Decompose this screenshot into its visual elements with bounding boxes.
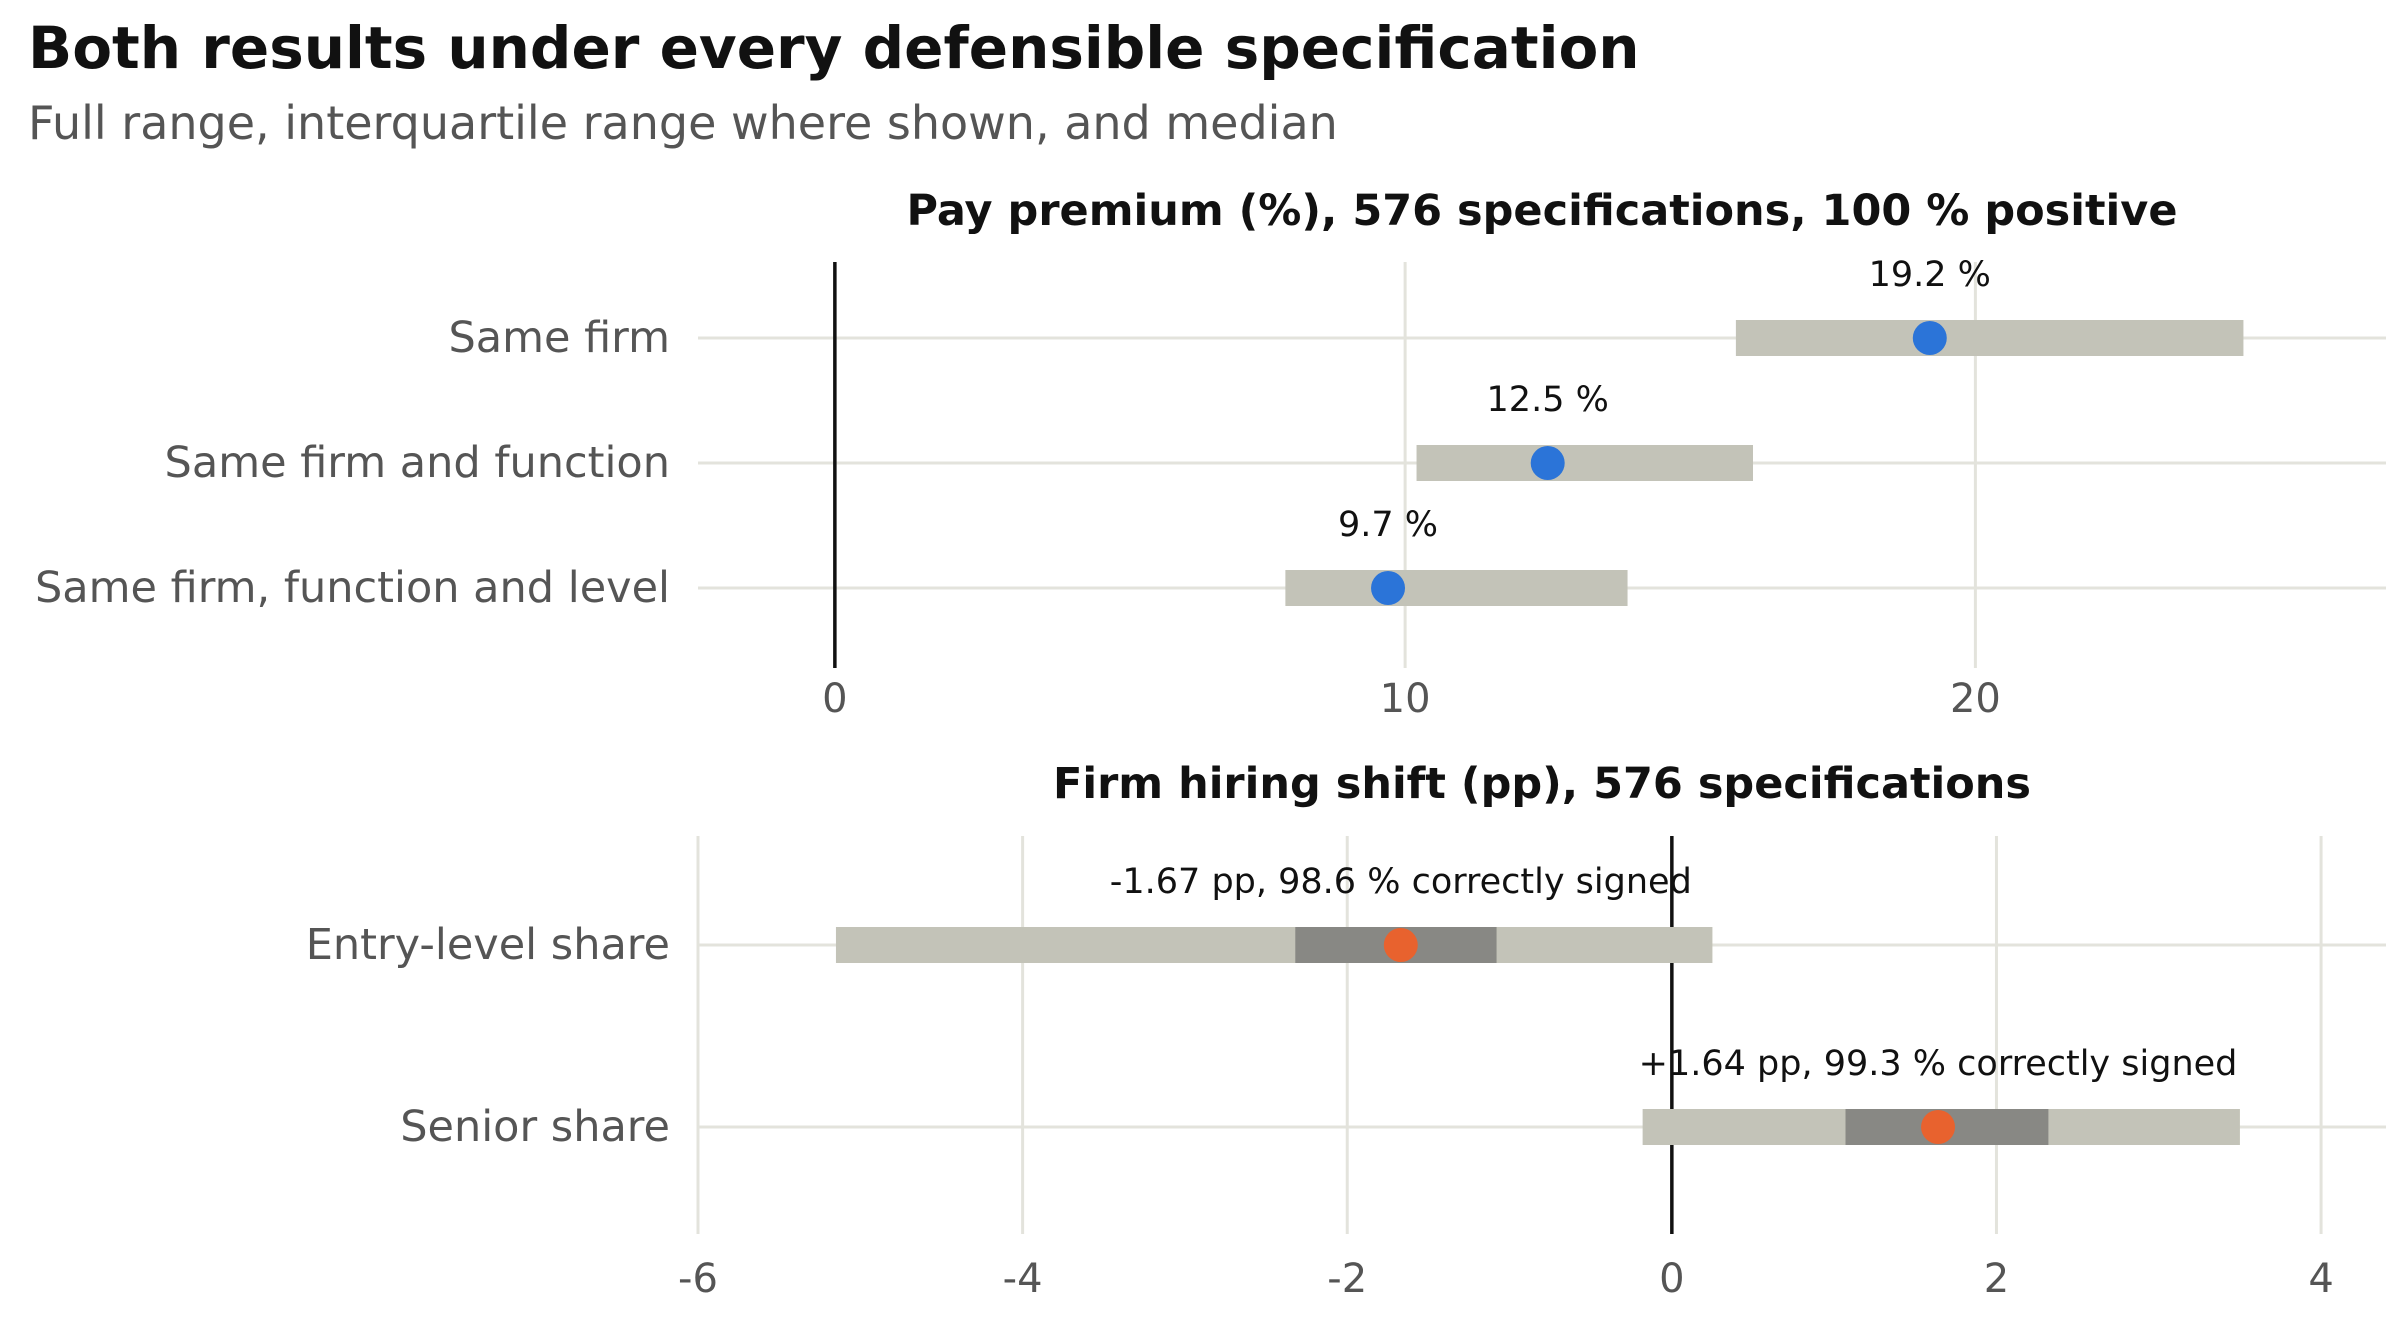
- x-tick-label: 2: [1984, 1256, 2009, 1302]
- category-label: Same firm, function and level: [35, 563, 670, 613]
- range-bar: [1735, 320, 2244, 356]
- x-tick-label: 0: [1659, 1256, 1684, 1302]
- median-point: [1371, 571, 1406, 605]
- x-tick-label: 20: [1950, 676, 2001, 722]
- panel-title: Firm hiring shift (pp), 576 specificatio…: [1053, 759, 2031, 809]
- category-label: Entry-level share: [306, 920, 670, 970]
- category-label: Senior share: [400, 1102, 670, 1152]
- median-point: [1912, 321, 1947, 355]
- panel-title: Pay premium (%), 576 specifications, 100…: [907, 186, 2178, 236]
- x-tick-label: -2: [1327, 1256, 1367, 1302]
- pay-premium-panel: Pay premium (%), 576 specifications, 100…: [35, 186, 2386, 722]
- category-label: Same firm and function: [165, 438, 670, 488]
- x-tick-label: -4: [1003, 1256, 1043, 1302]
- median-point: [1921, 1110, 1956, 1144]
- median-annotation: +1.64 pp, 99.3 % correctly signed: [1639, 1044, 2238, 1084]
- chart-subtitle: Full range, interquartile range where sh…: [28, 96, 1338, 150]
- median-point: [1383, 928, 1418, 962]
- median-annotation: 19.2 %: [1869, 255, 1991, 295]
- median-annotation: -1.67 pp, 98.6 % correctly signed: [1110, 862, 1692, 902]
- x-tick-label: 10: [1380, 676, 1431, 722]
- range-bar: [835, 927, 1713, 963]
- range-bar: [1285, 570, 1628, 606]
- hiring-shift-panel: Firm hiring shift (pp), 576 specificatio…: [306, 759, 2386, 1302]
- x-tick-label: -6: [678, 1256, 718, 1302]
- x-tick-label: 4: [2308, 1256, 2333, 1302]
- x-tick-label: 0: [822, 676, 847, 722]
- median-annotation: 9.7 %: [1338, 505, 1438, 545]
- range-bar: [1416, 445, 1753, 481]
- median-annotation: 12.5 %: [1487, 380, 1609, 420]
- chart-title: Both results under every defensible spec…: [28, 14, 1640, 82]
- category-label: Same firm: [448, 313, 670, 363]
- median-point: [1530, 446, 1565, 480]
